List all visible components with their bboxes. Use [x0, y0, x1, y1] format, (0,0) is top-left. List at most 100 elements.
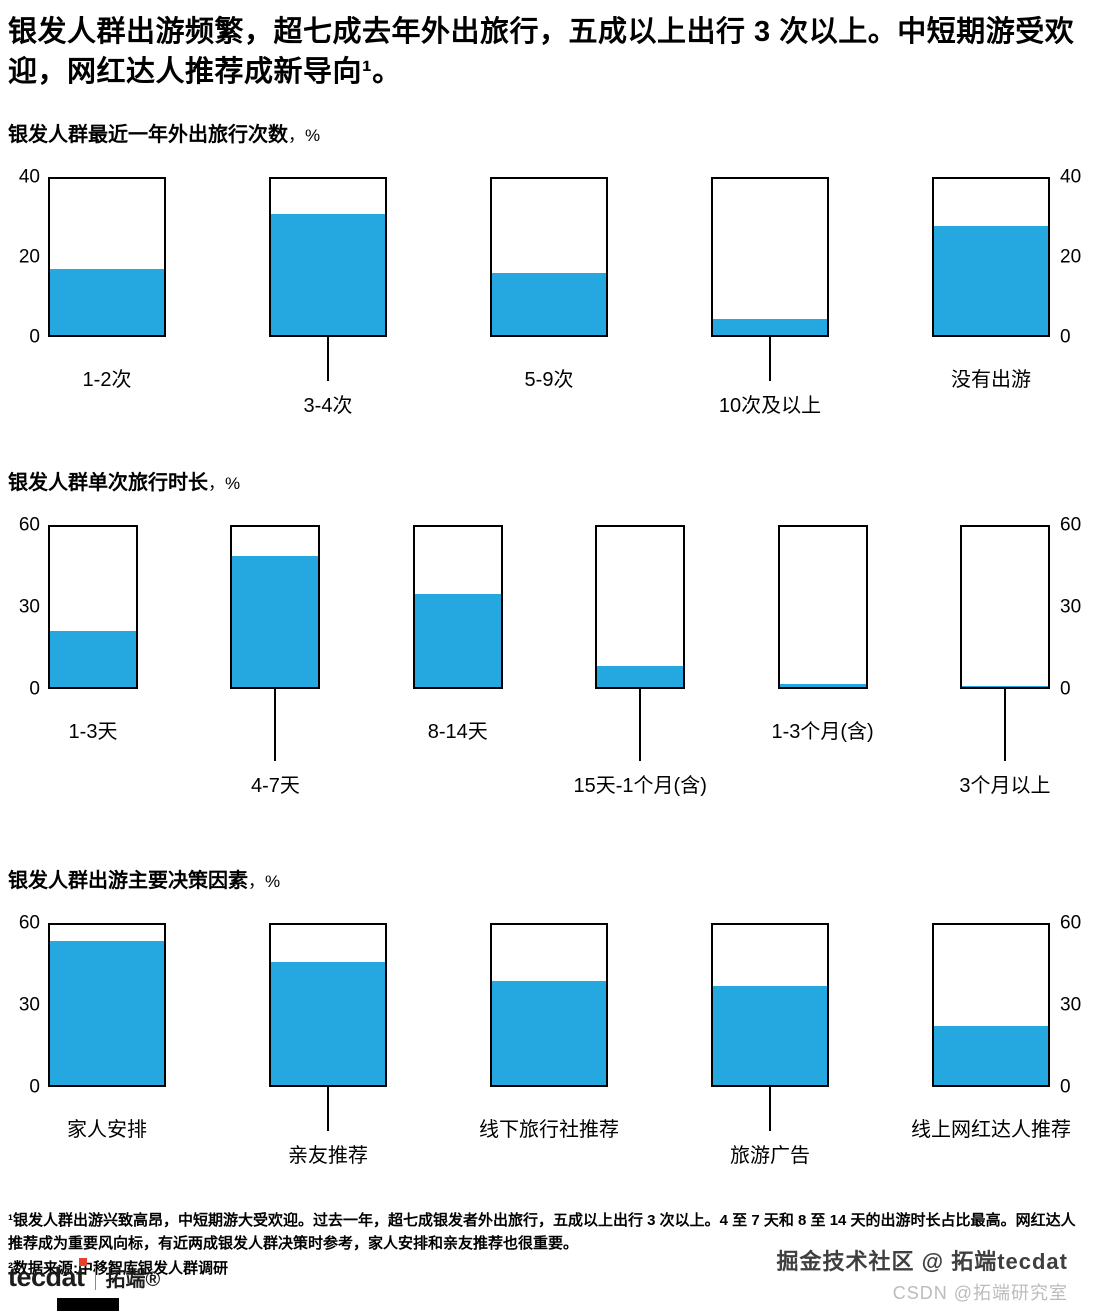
label-connector [769, 337, 771, 382]
y-axis-tick: 60 [1060, 912, 1082, 934]
category-label: 5-9次 [524, 369, 574, 392]
bar-fill [934, 1026, 1048, 1086]
category-label: 1-3个月(含) [771, 721, 874, 744]
y-axis-tick: 30 [18, 596, 40, 618]
bar-frame [490, 923, 608, 1088]
factors-chart-section: 银发人群出游主要决策因素，% 0 30 60 家人安排亲友推荐 线下旅行社推荐 旅游广告 线… [8, 864, 1090, 1168]
y-axis-tick: 30 [18, 994, 40, 1016]
y-axis-tick: 30 [1060, 994, 1082, 1016]
y-axis-left: 0 30 60 [8, 516, 48, 699]
bar-fill [713, 319, 827, 336]
category-label: 家人安排 [67, 1119, 147, 1142]
y-axis-tick: 40 [18, 166, 40, 188]
label-connector [639, 689, 642, 762]
trips-chart-heading: 银发人群最近一年外出旅行次数，% [8, 118, 1090, 147]
bar-frame [230, 525, 321, 690]
bar-cell: 线上网红达人推荐 [911, 923, 1071, 1168]
bar-cell: 线下旅行社推荐 [479, 923, 619, 1168]
chart-title: 银发人群出游主要决策因素 [8, 870, 248, 893]
watermark-juejin: 掘金技术社区 @ 拓端tecdat [776, 1249, 1068, 1274]
category-label: 1-3天 [68, 721, 118, 744]
y-axis-tick: 20 [1060, 246, 1082, 268]
chart-unit: ，% [288, 126, 321, 146]
factors-chart-heading: 银发人群出游主要决策因素，% [8, 864, 1090, 893]
y-axis-tick: 0 [29, 1076, 40, 1098]
bar-frame [777, 525, 868, 690]
y-axis-tick: 0 [1060, 678, 1071, 700]
label-area: 8-14天 [428, 689, 488, 744]
bar-frame [269, 923, 387, 1088]
bar-cell: 亲友推荐 [269, 923, 387, 1168]
bar-frame [490, 177, 608, 338]
category-label: 1-2次 [82, 369, 132, 392]
bar-cell: 没有出游 [932, 177, 1050, 418]
footnotes: ¹银发人群出游兴致高昂，中短期游大受欢迎。过去一年，超七成银发者外出旅行，五成以… [8, 1210, 1090, 1281]
y-axis-left: 0 20 40 [8, 168, 48, 347]
duration-bar-chart: 0 30 60 1-3天 4-7天 8-14天 15天-1个月(含) 1-3个月(含) 3个月以… [8, 516, 1090, 798]
logo-divider [94, 1265, 96, 1290]
watermarks: 掘金技术社区 @ 拓端tecdat CSDN @拓端研究室 [777, 1244, 1068, 1305]
tecdat-logo: tecdat 拓端® [8, 1258, 161, 1293]
y-axis-tick: 20 [18, 246, 40, 268]
bar-cell: 1-3个月(含) [771, 525, 874, 798]
label-area: 5-9次 [525, 337, 574, 392]
label-connector [769, 1087, 771, 1132]
bar-frame [269, 177, 387, 338]
page-title: 银发人群出游频繁，超七成去年外出旅行，五成以上出行 3 次以上。中短期游受欢迎，… [8, 16, 1075, 89]
label-area: 10次及以上 [719, 337, 821, 418]
y-axis-tick: 40 [1060, 166, 1082, 188]
label-area: 线上网红达人推荐 [911, 1087, 1071, 1142]
bar-frame [932, 177, 1050, 338]
chart-title: 银发人群单次旅行时长 [8, 472, 208, 495]
bar-cell: 15天-1个月(含) [574, 525, 707, 798]
bar-fill [271, 214, 385, 336]
bar-frame [932, 923, 1050, 1088]
label-area: 没有出游 [951, 337, 1031, 392]
bar-fill [50, 941, 164, 1086]
logo-wordmark-wrap: tecdat [8, 1258, 87, 1293]
y-axis-tick: 0 [29, 678, 40, 700]
category-label: 3-4次 [303, 395, 353, 418]
footnote-1: ¹银发人群出游兴致高昂，中短期游大受欢迎。过去一年，超七成银发者外出旅行，五成以… [8, 1212, 1076, 1252]
y-axis-tick: 60 [18, 514, 40, 536]
bar-cell: 5-9次 [490, 177, 608, 418]
bar-fill [50, 268, 164, 336]
watermark-csdn: CSDN @拓端研究室 [892, 1283, 1068, 1303]
label-area: 4-7天 [251, 689, 300, 798]
label-connector [327, 1087, 329, 1132]
logo-brand-name: 拓端® [105, 1269, 161, 1291]
category-label: 15天-1个月(含) [573, 775, 707, 798]
label-area: 1-3天 [69, 689, 118, 744]
y-axis-right: 0 20 40 [1050, 168, 1090, 347]
chart-title: 银发人群最近一年外出旅行次数 [8, 124, 288, 147]
bar-fill [232, 556, 319, 688]
label-area: 旅游广告 [730, 1087, 810, 1168]
factors-bar-chart: 0 30 60 家人安排 亲友推荐 线下旅行社推荐 旅游广告 线上网红达人推荐 0 30 60 [8, 914, 1090, 1168]
category-label: 10次及以上 [718, 395, 822, 418]
footer-bar [57, 1298, 119, 1311]
bar-fill [414, 593, 501, 688]
category-label: 亲友推荐 [288, 1145, 368, 1168]
bar-fill [934, 225, 1048, 336]
bar-frame [48, 923, 166, 1088]
label-area: 3个月以上 [959, 689, 1051, 798]
bar-frame [711, 923, 829, 1088]
bar-fill [50, 631, 136, 688]
bar-fill [597, 665, 684, 688]
y-axis-tick: 30 [1060, 596, 1082, 618]
category-label: 没有出游 [951, 369, 1031, 392]
y-axis-right: 0 30 60 [1050, 914, 1090, 1097]
footnote-2: ²数据来源:中移智库银发人群调研 [8, 1260, 228, 1278]
y-axis-tick: 0 [1060, 1076, 1071, 1098]
chart-unit: ，% [208, 474, 241, 494]
label-area: 3-4次 [303, 337, 353, 418]
label-area: 线下旅行社推荐 [479, 1087, 619, 1142]
trips-chart-section: 银发人群最近一年外出旅行次数，% 0 20 40 1-2次 3-4次 5-9次 10次及以上… [8, 118, 1090, 418]
label-area: 亲友推荐 [288, 1087, 368, 1168]
bar-frame [711, 177, 829, 338]
bar-cell: 3个月以上 [959, 525, 1051, 798]
bar-frame [595, 525, 686, 690]
trips-bar-chart: 0 20 40 1-2次 3-4次 5-9次 10次及以上 没有出游 0 20 40 [8, 168, 1090, 418]
category-label: 线下旅行社推荐 [479, 1119, 619, 1142]
